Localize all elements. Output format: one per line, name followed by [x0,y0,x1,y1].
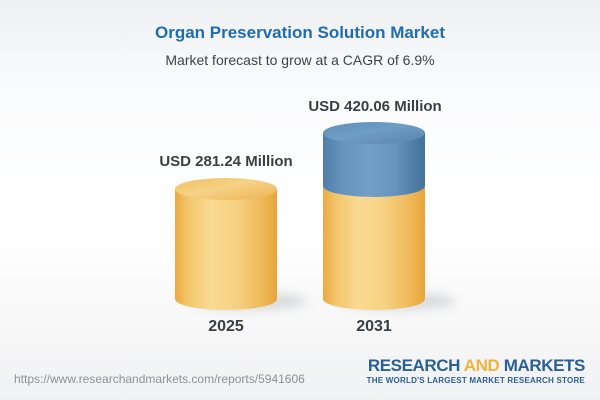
logo-word-and: AND [463,356,500,375]
bar-2031-growth-segment [323,133,425,197]
logo-word-research: RESEARCH [367,356,461,375]
value-label-2025: USD 281.24 Million [159,153,293,170]
logo-word-markets: MARKETS [503,356,586,375]
value-label-2031: USD 420.06 Million [308,98,442,115]
page-title: Organ Preservation Solution Market [154,23,445,42]
logo-tagline: THE WORLD'S LARGEST MARKET RESEARCH STOR… [366,376,585,385]
bar-2025-cylinder [175,178,277,310]
report-url: https://www.researchandmarkets.com/repor… [14,372,305,386]
logo-wordmark: RESEARCH AND MARKETS [367,356,586,375]
chart-subtitle: Market forecast to grow at a CAGR of 6.9… [165,52,435,68]
category-label-2025: 2025 [208,318,244,335]
bar-2031-cylinder [323,122,425,310]
bar-2031-base-segment [323,186,425,310]
category-label-2031: 2031 [356,318,392,335]
research-and-markets-logo: RESEARCH AND MARKETS THE WORLD'S LARGEST… [366,356,586,385]
